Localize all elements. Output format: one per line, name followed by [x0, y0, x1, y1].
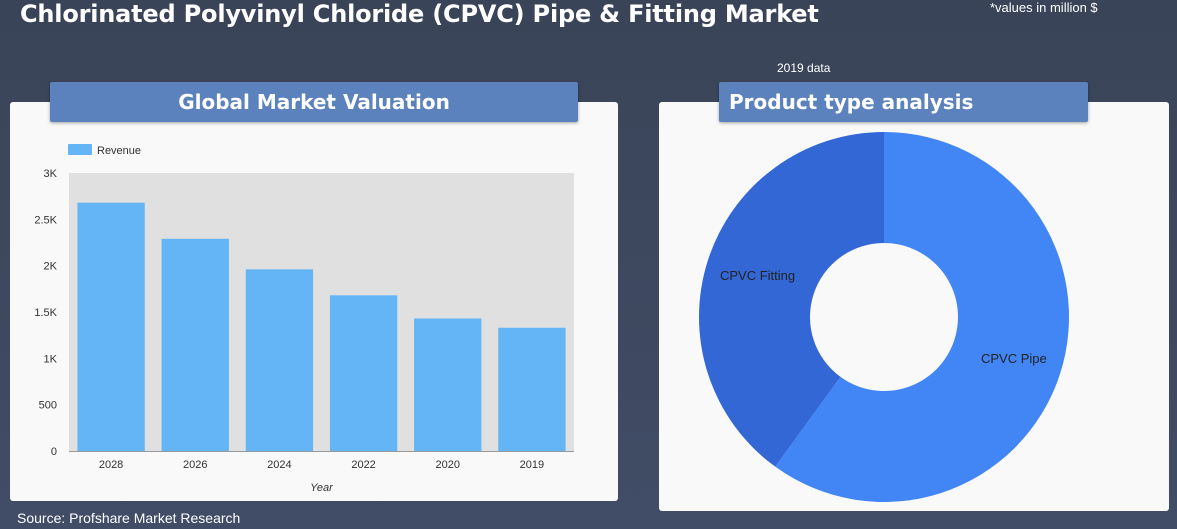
- valuation-header: Global Market Valuation: [50, 82, 578, 122]
- legend-swatch: [68, 144, 92, 155]
- year-note: 2019 data: [777, 61, 831, 75]
- slice-label-fitting: CPVC Fitting: [720, 268, 795, 283]
- y-tick-label: 3K: [44, 168, 58, 180]
- bar-2022: [329, 295, 398, 451]
- x-tick-label: 2024: [267, 459, 291, 471]
- slice-label-pipe: CPVC Pipe: [981, 351, 1047, 366]
- y-tick-label: 500: [39, 400, 57, 412]
- y-tick-label: 1.5K: [34, 307, 57, 319]
- x-axis-title: Year: [310, 482, 334, 494]
- slice-fitting: [699, 132, 884, 467]
- x-tick-label: 2026: [183, 459, 207, 471]
- y-tick-label: 1K: [44, 353, 58, 365]
- source-note: Source: Profshare Market Research: [17, 510, 241, 526]
- bar-2028: [77, 202, 145, 451]
- y-tick-label: 0: [51, 446, 57, 458]
- bar-2019: [498, 327, 566, 451]
- page-title: Chlorinated Polyvinyl Chloride (CPVC) Pi…: [20, 0, 819, 28]
- x-tick-label: 2028: [99, 459, 123, 471]
- bar-2020: [414, 318, 482, 451]
- y-tick-label: 2K: [44, 261, 58, 273]
- y-tick-label: 2.5K: [34, 214, 57, 226]
- x-tick-label: 2019: [520, 459, 544, 471]
- x-tick-label: 2020: [436, 459, 460, 471]
- bar-2024: [245, 269, 314, 451]
- units-note: *values in million $: [990, 0, 1098, 15]
- plot-background: [69, 173, 574, 451]
- x-tick-label: 2022: [351, 459, 375, 471]
- donut-chart: CPVC Pipe CPVC Fitting: [699, 132, 1069, 502]
- product-header: Product type analysis: [719, 82, 1088, 122]
- slice-pipe: [775, 132, 1069, 502]
- bar-chart: Revenue 0 500 1K 1.5K 2K 2.5K 3K 2028 2026 2024 2…: [34, 144, 574, 494]
- bar-2026: [161, 238, 229, 451]
- legend-label-revenue: Revenue: [97, 145, 141, 157]
